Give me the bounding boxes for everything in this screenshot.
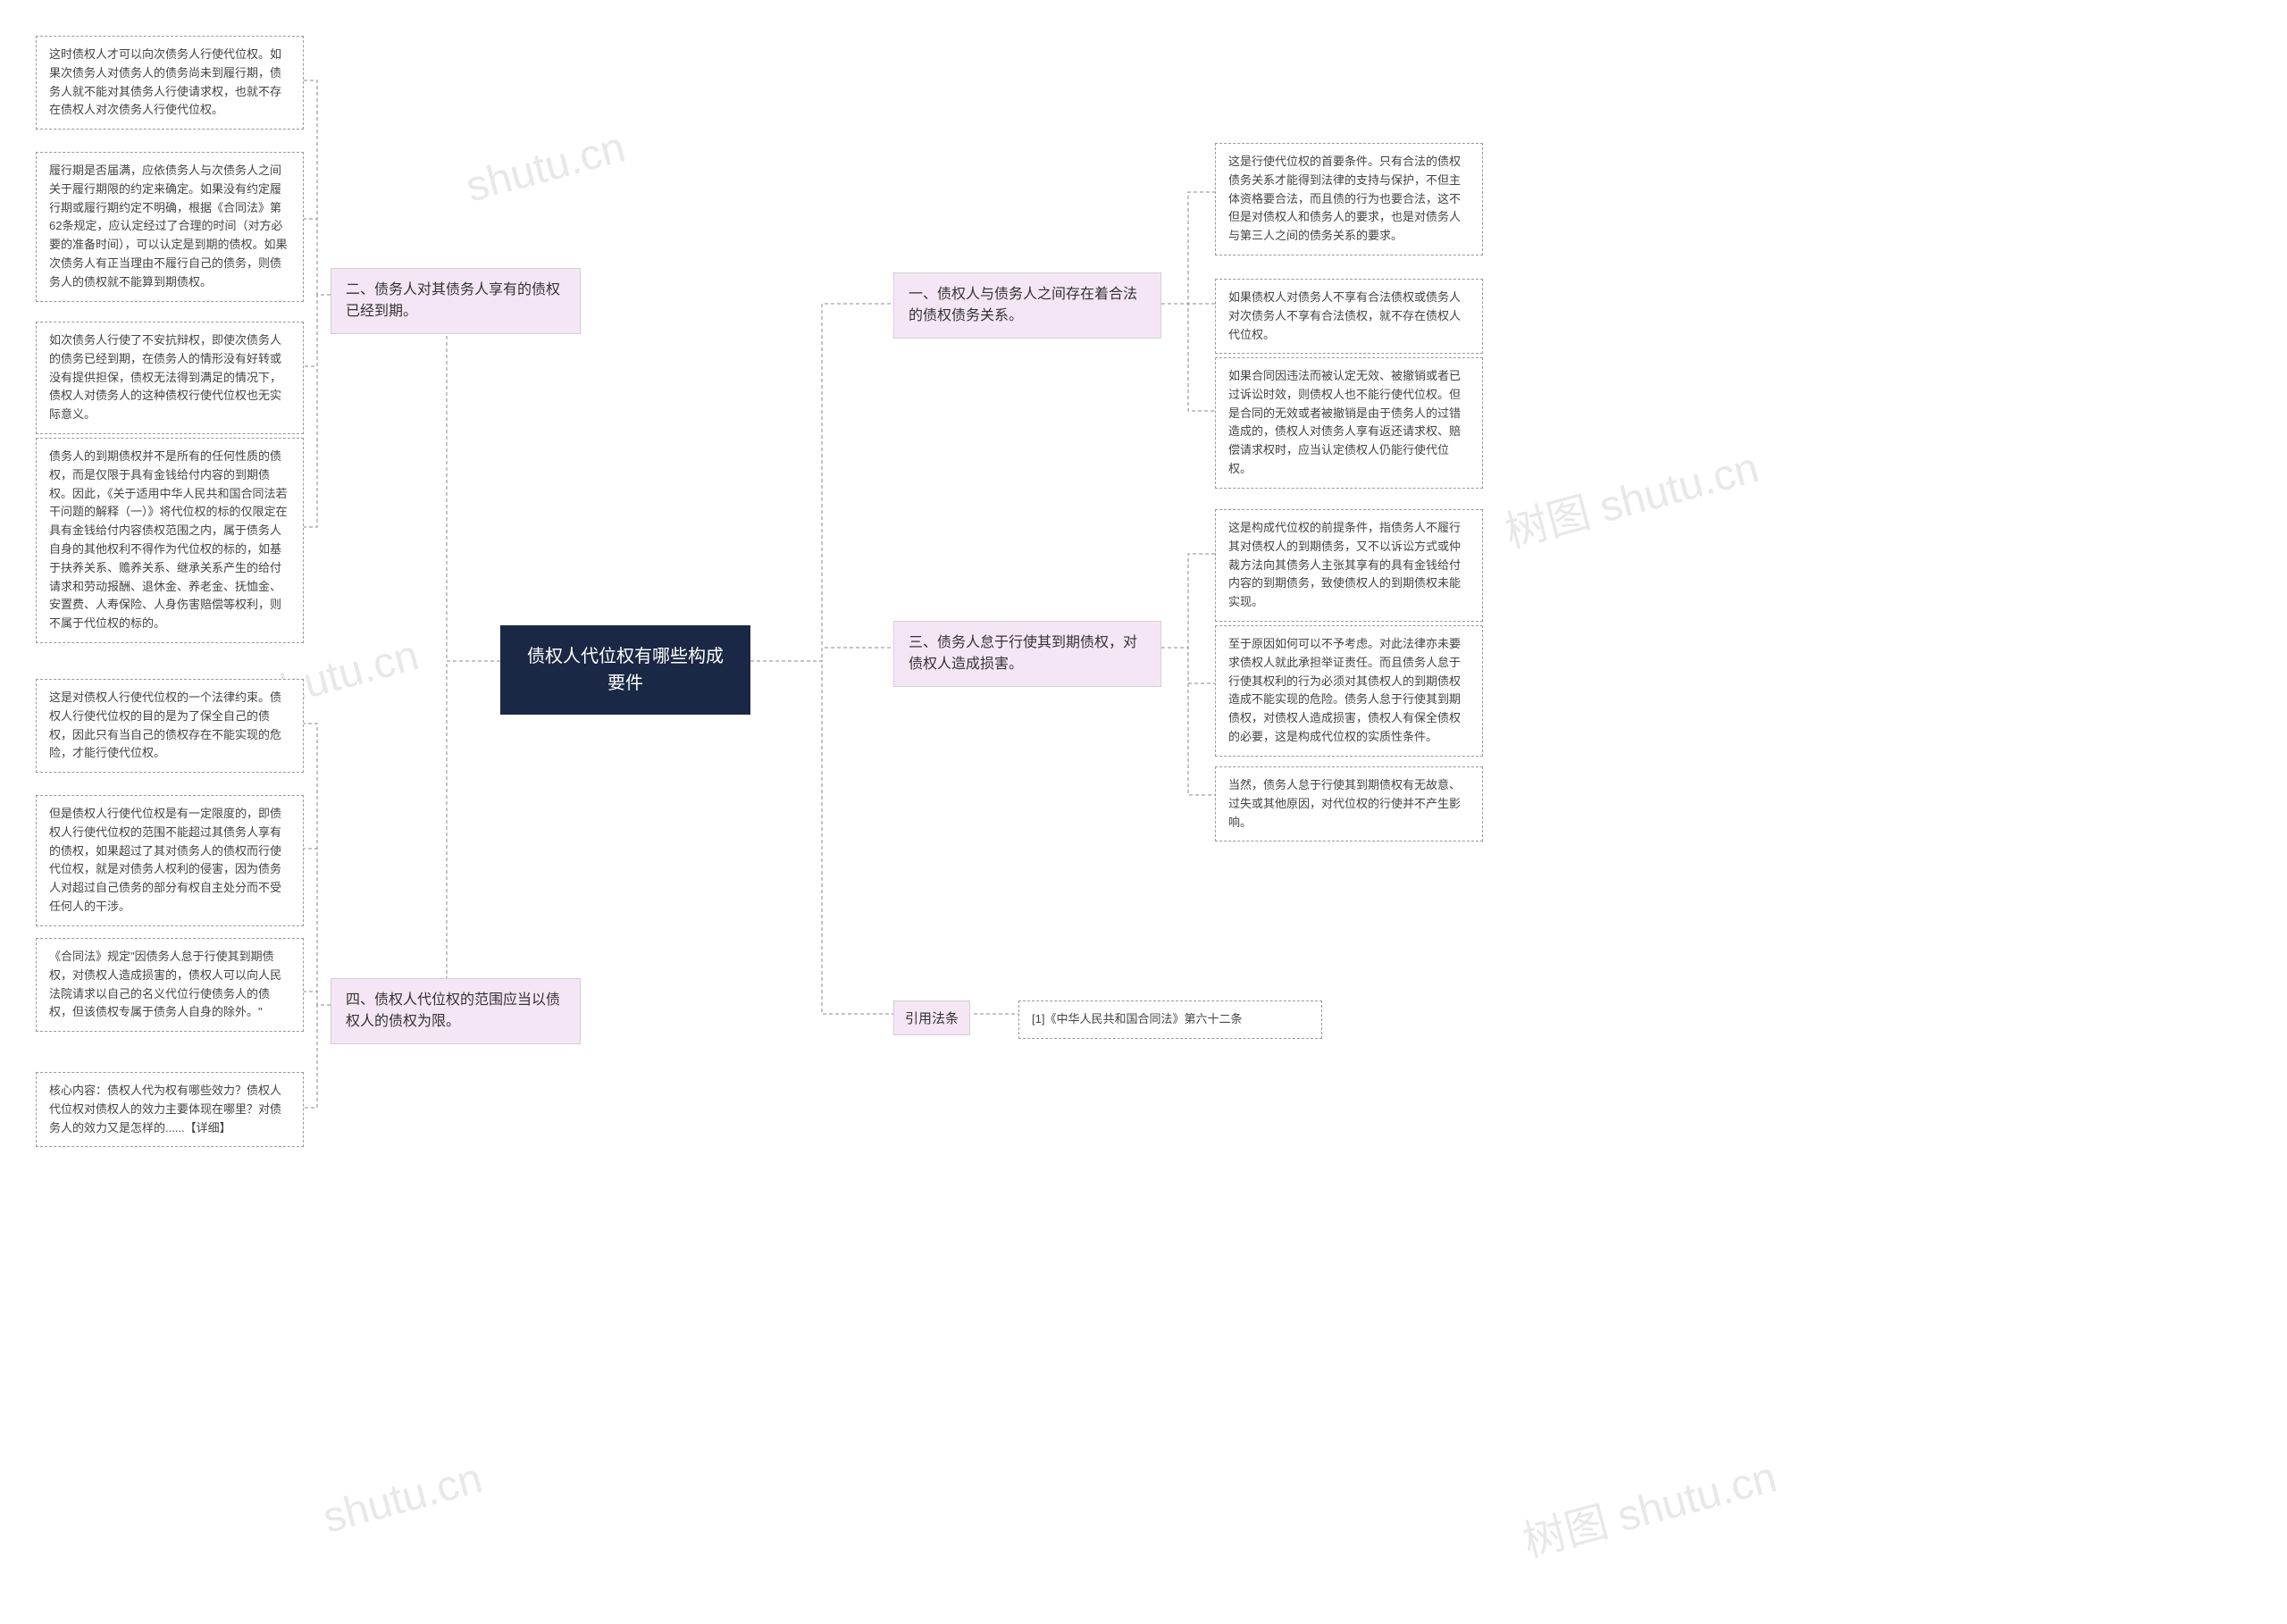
leaf-node: 如次债务人行使了不安抗辩权，即使次债务人的债务已经到期，在债务人的情形没有好转或…: [36, 322, 304, 434]
watermark: shutu.cn: [461, 122, 631, 212]
leaf-node: 债务人的到期债权并不是所有的任何性质的债权，而是仅限于具有金钱给付内容的到期债权…: [36, 438, 304, 643]
leaf-node: 如果合同因违法而被认定无效、被撤销或者已过诉讼时效，则债权人也不能行使代位权。但…: [1215, 357, 1483, 489]
branch-4: 四、债权人代位权的范围应当以债权人的债权为限。: [331, 978, 581, 1044]
leaf-node: 如果债权人对债务人不享有合法债权或债务人对次债务人不享有合法债权，就不存在债权人…: [1215, 279, 1483, 354]
mindmap-container: shutu.cn 树图 shutu.cn 树图 shutu.cn shutu.c…: [0, 0, 2287, 1624]
leaf-node: 《合同法》规定"因债务人怠于行使其到期债权，对债权人造成损害的，债权人可以向人民…: [36, 938, 304, 1032]
connector-lines: [0, 0, 2287, 1624]
watermark: 树图 shutu.cn: [1515, 1442, 1782, 1570]
leaf-node: 核心内容：债权人代为权有哪些效力？债权人代位权对债权人的效力主要体现在哪里？对债…: [36, 1072, 304, 1147]
leaf-node: 这是构成代位权的前提条件，指债务人不履行其对债权人的到期债务，又不以诉讼方式或仲…: [1215, 509, 1483, 622]
watermark: shutu.cn: [318, 1453, 488, 1543]
leaf-node: 这是对债权人行使代位权的一个法律约束。债权人行使代位权的目的是为了保全自己的债权…: [36, 679, 304, 773]
branch-1: 一、债权人与债务人之间存在着合法的债权债务关系。: [893, 272, 1161, 339]
branch-3: 三、债务人怠于行使其到期债权，对债权人造成损害。: [893, 621, 1161, 687]
watermark: 树图 shutu.cn: [1497, 432, 1764, 560]
branch-2: 二、债务人对其债务人享有的债权已经到期。: [331, 268, 581, 334]
leaf-node: 这时债权人才可以向次债务人行使代位权。如果次债务人对债务人的债务尚未到履行期，债…: [36, 36, 304, 130]
leaf-node: 至于原因如何可以不予考虑。对此法律亦未要求债权人就此承担举证责任。而且债务人怠于…: [1215, 625, 1483, 757]
leaf-node: 当然，债务人怠于行使其到期债权有无故意、过失或其他原因，对代位权的行使并不产生影…: [1215, 766, 1483, 841]
citation-text: [1]《中华人民共和国合同法》第六十二条: [1018, 1000, 1322, 1039]
center-node: 债权人代位权有哪些构成要件: [500, 625, 750, 715]
leaf-node: 但是债权人行使代位权是有一定限度的，即债权人行使代位权的范围不能超过其债务人享有…: [36, 795, 304, 926]
citation-label: 引用法条: [893, 1000, 970, 1035]
leaf-node: 这是行使代位权的首要条件。只有合法的债权债务关系才能得到法律的支持与保护，不但主…: [1215, 143, 1483, 255]
leaf-node: 履行期是否届满，应依债务人与次债务人之间关于履行期限的约定来确定。如果没有约定履…: [36, 152, 304, 302]
